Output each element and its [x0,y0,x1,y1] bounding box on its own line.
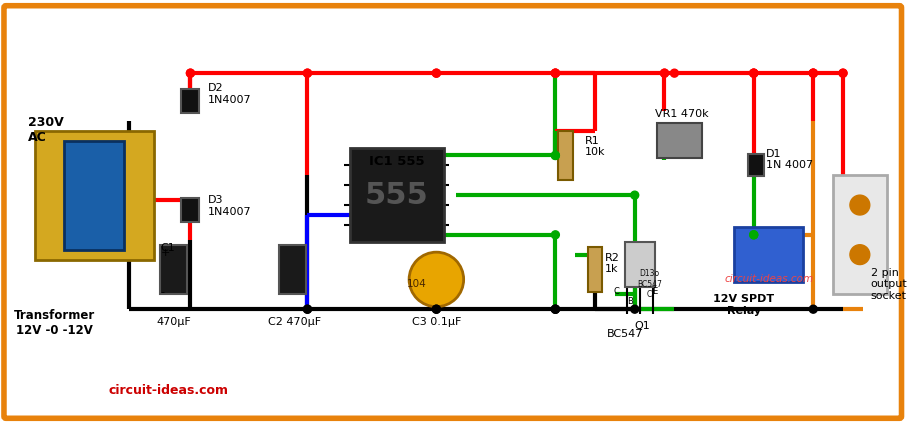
Circle shape [850,195,870,215]
Circle shape [551,69,560,77]
Text: C1: C1 [161,243,175,253]
Circle shape [750,69,758,77]
Circle shape [750,231,758,239]
Text: E: E [653,287,658,296]
Bar [278,245,307,294]
Text: circuit-ideas.com: circuit-ideas.com [724,274,813,285]
Circle shape [551,69,560,77]
Circle shape [551,231,560,239]
Text: R1
10k: R1 10k [585,136,605,157]
Circle shape [631,191,639,199]
Circle shape [186,69,194,77]
Bar [734,227,803,282]
Circle shape [631,305,639,313]
Circle shape [551,69,560,77]
Circle shape [551,305,560,313]
Text: Transformer
12V -0 -12V: Transformer 12V -0 -12V [14,309,95,337]
Text: circuit-ideas.com: circuit-ideas.com [109,384,228,396]
Bar [160,245,187,294]
Circle shape [750,69,758,77]
Text: 2 pin
output
socket: 2 pin output socket [871,268,908,301]
Text: VR1 470k: VR1 470k [655,109,708,119]
Bar [588,247,602,292]
Ellipse shape [409,252,464,307]
Circle shape [809,69,817,77]
Bar [35,131,153,259]
Text: BC547: BC547 [606,329,643,339]
Text: 12V SPDT
Relay: 12V SPDT Relay [713,294,774,316]
Circle shape [660,69,668,77]
Circle shape [551,151,560,159]
Circle shape [303,69,311,77]
Text: B: B [627,297,633,306]
Circle shape [551,305,560,313]
Circle shape [750,231,758,239]
Text: R2
1k: R2 1k [605,253,620,274]
Bar [182,89,199,113]
Circle shape [433,69,440,77]
Text: 230V
AC: 230V AC [27,116,64,144]
Bar [65,141,124,250]
Circle shape [303,69,311,77]
Bar [833,175,887,294]
Text: 470μF: 470μF [156,317,191,327]
Text: Q1: Q1 [635,321,650,331]
Circle shape [670,69,678,77]
Circle shape [433,69,440,77]
Text: D13o
BC547
C: D13o BC547 C [637,270,662,299]
Text: C: C [614,287,620,296]
Text: D2
1N4007: D2 1N4007 [208,83,252,105]
Circle shape [433,305,440,313]
Text: 555: 555 [365,181,428,209]
Text: +: + [161,248,170,258]
Text: -: - [161,287,164,297]
Text: D1
1N 4007: D1 1N 4007 [766,148,813,170]
Circle shape [303,305,311,313]
Text: C3 0.1μF: C3 0.1μF [412,317,461,327]
Text: D3
1N4007: D3 1N4007 [208,195,252,217]
Circle shape [850,245,870,265]
Circle shape [809,69,817,77]
Bar [182,198,199,222]
Circle shape [750,69,758,77]
Circle shape [551,305,560,313]
Text: C2 470μF: C2 470μF [268,317,320,327]
Circle shape [839,69,847,77]
Bar [657,123,702,158]
Circle shape [839,69,847,77]
Circle shape [809,69,817,77]
Circle shape [186,69,194,77]
Circle shape [303,305,311,313]
Circle shape [433,305,440,313]
Bar [558,131,572,180]
Bar [624,242,655,287]
Text: IC1 555: IC1 555 [369,156,425,168]
Text: 104: 104 [406,279,426,290]
Circle shape [551,151,560,159]
Circle shape [809,305,817,313]
Bar [748,154,763,176]
Circle shape [660,69,668,77]
Bar [350,148,444,242]
